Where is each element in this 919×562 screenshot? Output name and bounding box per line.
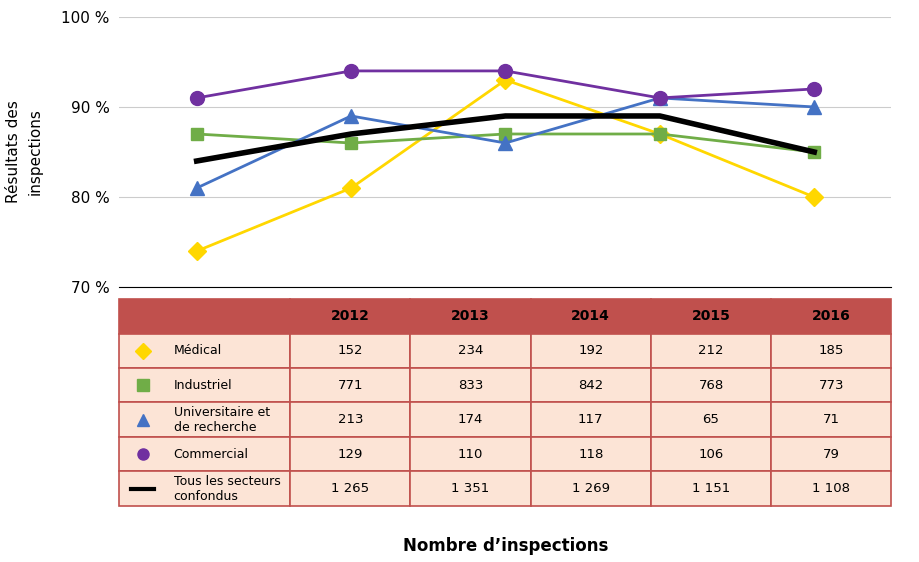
- Text: Universitaire et
de recherche: Universitaire et de recherche: [174, 406, 269, 434]
- Text: Tous les secteurs
confondus: Tous les secteurs confondus: [174, 474, 280, 502]
- Text: Nombre d’inspections: Nombre d’inspections: [403, 537, 608, 555]
- Text: Industriel: Industriel: [174, 379, 233, 392]
- Text: Médical: Médical: [174, 345, 221, 357]
- Y-axis label: Résultats des
inspections: Résultats des inspections: [6, 101, 42, 203]
- Text: Commercial: Commercial: [174, 447, 248, 461]
